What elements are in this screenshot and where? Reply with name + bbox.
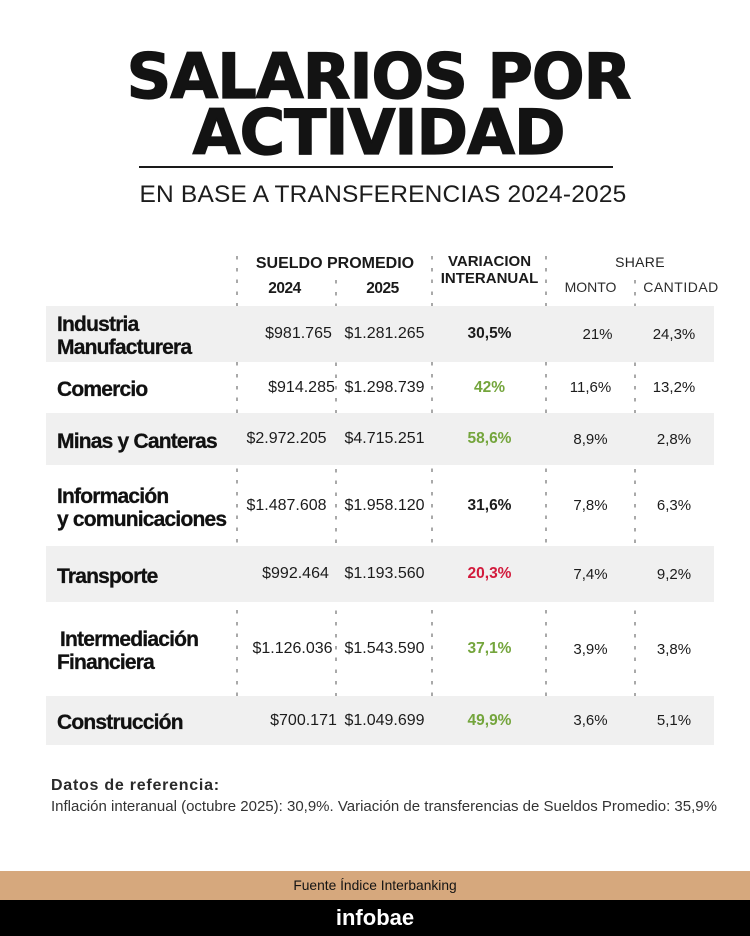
column-divider-5 (633, 280, 637, 750)
share-cantidad-value: 6,3% (656, 497, 692, 514)
sueldo-2024-value: $1.487.608 (246, 496, 327, 514)
column-header-share-monto: MONTO (564, 279, 617, 295)
table-row: Transporte $992.464 $1.193.560 20,3% 7,4… (46, 546, 714, 602)
sueldo-2024-value: $700.171 (270, 711, 337, 729)
column-divider-4 (544, 256, 548, 750)
sueldo-2024-value: $981.765 (265, 325, 332, 342)
variacion-value: 49,9% (467, 711, 512, 729)
sueldo-2025-value: $1.193.560 (344, 565, 425, 582)
share-monto-value: 3,6% (573, 712, 608, 729)
share-monto-value: 11,6% (569, 379, 612, 396)
sueldo-2024-value: $2.972.205 (246, 430, 327, 447)
column-header-share: SHARE (615, 254, 665, 270)
sueldo-2024-value: $1.126.036 (252, 640, 333, 657)
variacion-value: 31,6% (467, 496, 512, 514)
activity-label: Intermediación Financiera (57, 628, 199, 674)
column-divider-3 (430, 256, 434, 750)
column-divider-2 (334, 280, 338, 750)
sueldo-2025-value: $4.715.251 (344, 430, 425, 447)
title-underline (139, 166, 613, 168)
table-row: Comercio $914.285 $1.298.739 42% 11,6% 1… (46, 362, 714, 413)
share-monto-value: 3,9% (573, 640, 608, 658)
column-header-variacion-interanual: VARIACION INTERANUAL (440, 253, 539, 287)
share-cantidad-value: 24,3% (652, 325, 696, 343)
sueldo-2025-value: $1.298.739 (344, 378, 425, 396)
share-cantidad-value: 3,8% (656, 640, 692, 658)
table-row: Industria Manufacturera $981.765 $1.281.… (46, 306, 714, 362)
activity-label: Minas y Canteras (57, 429, 218, 453)
sueldo-2024-value: $992.464 (262, 565, 329, 582)
share-cantidad-value: 5,1% (656, 712, 692, 729)
share-monto-value: 7,8% (573, 497, 608, 514)
column-header-sueldo-promedio: SUELDO PROMEDIO (255, 255, 415, 272)
table-row: Intermediación Financiera $1.126.036 $1.… (46, 602, 714, 696)
table-row: Información y comunicaciones $1.487.608 … (46, 465, 714, 546)
share-cantidad-value: 13,2% (652, 379, 696, 396)
page-title: SALARIOS POR ACTIVIDAD (0, 45, 750, 164)
infobae-logo: infobae (335, 905, 415, 930)
variacion-value: 42% (473, 378, 506, 396)
table-row: Minas y Canteras $2.972.205 $4.715.251 5… (46, 413, 714, 465)
activity-label: Transporte (57, 564, 159, 588)
title-line-2: ACTIVIDAD (192, 96, 566, 169)
share-monto-value: 7,4% (573, 565, 608, 583)
variacion-value: 20,3% (467, 565, 512, 582)
reference-text: Inflación interanual (octubre 2025): 30,… (51, 798, 717, 815)
title-line-1: SALARIOS POR (126, 40, 632, 113)
activity-label: Construcción (57, 711, 184, 734)
variacion-value: 58,6% (467, 430, 512, 447)
page-subtitle: EN BASE A TRANSFERENCIAS 2024-2025 (139, 181, 627, 208)
share-cantidad-value: 2,8% (656, 430, 692, 448)
variacion-value: 37,1% (467, 640, 512, 657)
table-body: Industria Manufacturera $981.765 $1.281.… (46, 306, 714, 745)
sueldo-2025-value: $1.281.265 (344, 325, 425, 342)
table-row: Construcción $700.171 $1.049.699 49,9% 3… (46, 696, 714, 745)
column-header-2025: 2025 (366, 280, 399, 297)
variacion-value: 30,5% (467, 325, 512, 342)
activity-label: Información y comunicaciones (57, 484, 227, 531)
share-monto-value: 8,9% (573, 430, 608, 448)
sueldo-2025-value: $1.049.699 (344, 711, 425, 729)
column-header-share-cantidad: CANTIDAD (643, 279, 719, 295)
column-divider-1 (235, 256, 239, 750)
source-band: Fuente Índice Interbanking (0, 871, 750, 900)
source-text: Fuente Índice Interbanking (293, 878, 457, 893)
column-header-2024: 2024 (268, 280, 301, 297)
share-monto-value: 21% (582, 325, 613, 343)
sueldo-2025-value: $1.958.120 (344, 496, 425, 514)
brand-band: infobae (0, 900, 750, 936)
reference-title: Datos de referencia: (51, 777, 220, 794)
activity-label: Industria Manufacturera (57, 313, 192, 359)
activity-label: Comercio (57, 378, 149, 401)
sueldo-2025-value: $1.543.590 (344, 640, 425, 657)
sueldo-2024-value: $914.285 (268, 378, 335, 396)
share-cantidad-value: 9,2% (656, 565, 692, 583)
